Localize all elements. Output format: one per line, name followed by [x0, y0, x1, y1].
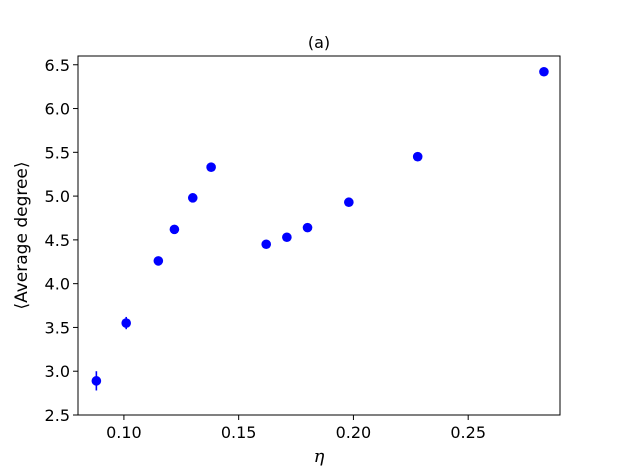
data-point [261, 239, 272, 250]
data-points [91, 66, 549, 391]
data-point [206, 162, 216, 173]
y-tick-label: 6.5 [45, 56, 70, 75]
x-tick-label: 0.15 [221, 423, 257, 442]
chart-title: (a) [308, 33, 330, 52]
y-axis-label: ⟨Average degree⟩ [12, 161, 32, 309]
y-tick-label: 4.5 [45, 231, 70, 250]
data-point [91, 376, 102, 386]
y-tick-label: 4.0 [45, 275, 70, 294]
data-point [187, 193, 198, 203]
y-tick-label: 3.5 [45, 318, 70, 337]
data-point [302, 222, 313, 233]
x-tick-label: 0.20 [336, 423, 372, 442]
x-axis-label: η [314, 446, 325, 467]
plot-frame [77, 55, 561, 416]
data-point [153, 256, 164, 266]
data-point [282, 232, 292, 243]
y-tick-label: 2.5 [45, 406, 70, 425]
y-tick-label: 5.5 [45, 143, 70, 162]
data-point [169, 224, 180, 235]
y-axis: 2.5 3.0 3.5 4.0 4.5 5.0 5.5 6.0 6.5 [45, 56, 78, 425]
data-point [412, 151, 423, 162]
x-tick-label: 0.25 [450, 423, 486, 442]
x-axis: 0.10 0.15 0.20 0.25 [106, 415, 486, 442]
y-tick-label: 3.0 [45, 362, 70, 381]
y-tick-label: 6.0 [45, 100, 70, 119]
x-tick-label: 0.10 [106, 423, 142, 442]
data-point [121, 318, 131, 328]
data-point [344, 197, 354, 208]
data-point [539, 66, 549, 77]
y-tick-label: 5.0 [45, 187, 70, 206]
